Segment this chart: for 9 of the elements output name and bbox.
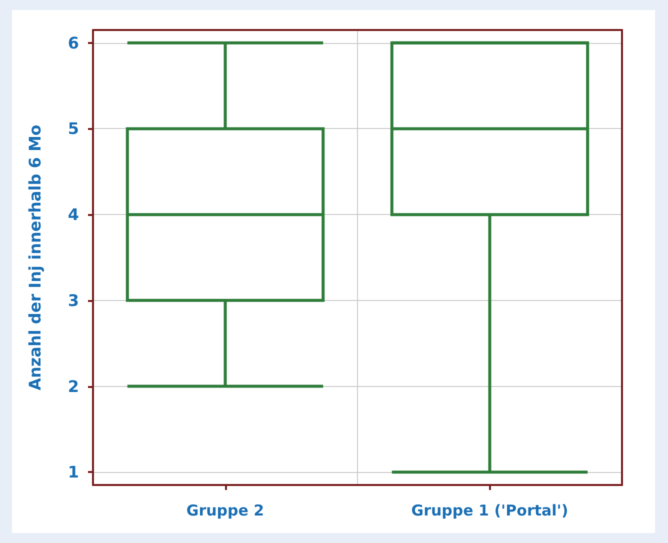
- x-tick-label: Gruppe 1 ('Portal'): [411, 502, 568, 520]
- y-tick-label: 6: [68, 33, 79, 52]
- y-tick-label: 3: [68, 290, 79, 310]
- y-tick-label: 2: [68, 376, 79, 396]
- y-tick-label: 4: [68, 205, 79, 224]
- y-axis-title: Anzahl der Inj innerhalb 6 Mo: [26, 124, 44, 390]
- y-tick-label: 1: [68, 462, 79, 482]
- x-tick-label: Gruppe 2: [186, 502, 264, 520]
- y-tick-label: 5: [68, 119, 79, 138]
